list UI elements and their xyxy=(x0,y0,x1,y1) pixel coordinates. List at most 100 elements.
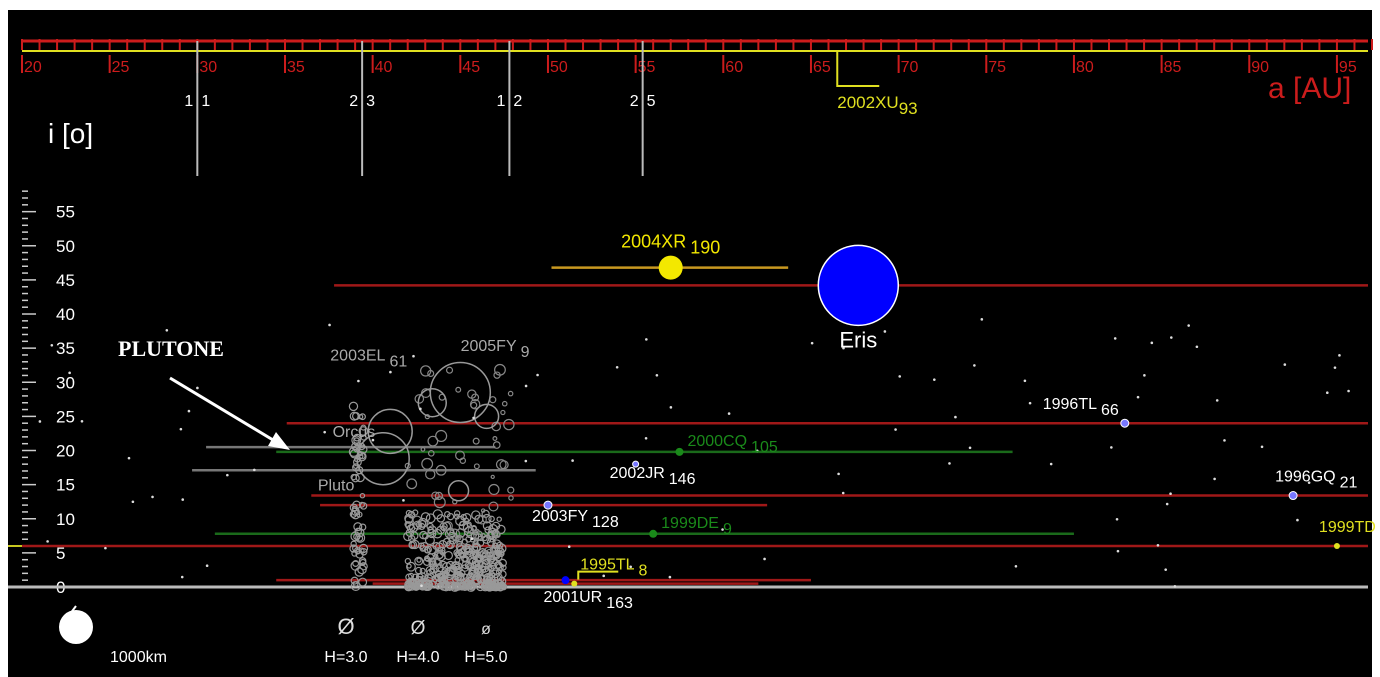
plutino-object xyxy=(350,576,359,585)
belt-object xyxy=(446,512,455,521)
distant-object xyxy=(1169,492,1172,496)
distant-object xyxy=(669,406,673,409)
distant-object xyxy=(1110,446,1113,449)
scattered-object xyxy=(507,390,514,397)
chart-background xyxy=(8,10,1372,677)
distant-object xyxy=(180,575,184,579)
distant-object xyxy=(46,540,49,543)
belt-object xyxy=(453,567,461,575)
size-legend-symbol: ø xyxy=(481,621,491,638)
distant-object xyxy=(50,343,54,347)
scattered-object xyxy=(495,459,507,470)
scale-disk-mark xyxy=(69,605,77,615)
belt-object xyxy=(466,532,473,539)
belt-object xyxy=(441,581,448,588)
distant-object xyxy=(412,354,415,358)
scattered-object xyxy=(477,514,487,525)
belt-object xyxy=(433,549,444,560)
distant-object xyxy=(629,565,632,569)
plutino-object xyxy=(358,501,365,508)
large-object xyxy=(429,361,492,424)
scattered-object xyxy=(443,520,453,531)
object-marker xyxy=(649,529,658,538)
belt-object xyxy=(471,510,481,520)
distant-object xyxy=(842,346,845,350)
distant-object xyxy=(1164,568,1167,571)
scattered-object xyxy=(507,486,515,494)
belt-object xyxy=(478,560,489,571)
plutino-object xyxy=(354,567,364,577)
size-legend-label: H=3.0 xyxy=(324,649,367,666)
belt-object xyxy=(446,566,457,576)
belt-object xyxy=(469,566,477,574)
distant-object xyxy=(68,371,71,375)
belt-object xyxy=(407,572,415,580)
distant-object xyxy=(1260,445,1264,449)
distant-object xyxy=(1113,337,1117,340)
x-tick-label: 60 xyxy=(725,59,743,76)
belt-object xyxy=(453,510,461,517)
scattered-object xyxy=(406,478,418,490)
distant-object xyxy=(205,564,209,568)
scattered-object xyxy=(435,546,442,554)
belt-object xyxy=(458,579,465,587)
distant-object xyxy=(253,468,256,472)
plutino-object xyxy=(350,509,361,520)
resonance-label-left: 2 xyxy=(630,93,639,110)
annotation-arrow xyxy=(169,376,290,450)
belt-object xyxy=(482,521,492,531)
belt-object xyxy=(457,548,467,558)
belt-object xyxy=(415,573,424,581)
x-tick-label: 75 xyxy=(988,59,1006,76)
distant-object xyxy=(948,462,951,465)
large-object xyxy=(473,403,500,430)
distant-object xyxy=(1347,389,1350,393)
scattered-object xyxy=(434,491,444,501)
distant-object xyxy=(402,499,405,502)
object-marker xyxy=(1120,418,1130,428)
distant-object xyxy=(898,375,902,378)
belt-object xyxy=(488,536,495,543)
x-tick-label: 50 xyxy=(550,59,568,76)
object-marker xyxy=(543,500,553,510)
belt-object xyxy=(423,574,434,584)
distant-object xyxy=(1136,395,1140,399)
distant-object xyxy=(973,364,976,367)
object-label-sub: 9 xyxy=(521,344,530,361)
belt-object xyxy=(484,526,492,534)
distant-object xyxy=(755,449,759,453)
belt-object xyxy=(419,567,426,574)
resonance-label-right: 2 xyxy=(513,93,522,110)
belt-object xyxy=(427,525,437,535)
plutino-object xyxy=(351,507,360,516)
distant-object xyxy=(883,330,887,333)
distant-object xyxy=(1170,336,1173,339)
plutino-object xyxy=(359,523,367,531)
distant-object xyxy=(655,373,659,377)
x-tick-label: 45 xyxy=(462,59,480,76)
distant-object xyxy=(131,500,135,504)
belt-object xyxy=(455,570,462,577)
object-marker xyxy=(675,447,684,456)
belt-object xyxy=(414,556,424,566)
distant-object xyxy=(567,545,571,549)
belt-object xyxy=(451,575,459,583)
scattered-object xyxy=(492,441,501,449)
plutino-object xyxy=(356,535,364,542)
plutino-object xyxy=(353,522,363,532)
distant-object xyxy=(837,472,840,476)
distant-object xyxy=(524,459,528,463)
plutino-object xyxy=(348,401,359,412)
belt-object xyxy=(416,557,422,563)
distant-object xyxy=(668,575,672,579)
plutino-object xyxy=(359,492,366,499)
large-object xyxy=(356,431,410,486)
distant-object xyxy=(1150,341,1154,345)
y-tick-label: 5 xyxy=(56,544,65,563)
belt-object xyxy=(436,514,446,523)
scattered-object xyxy=(490,474,495,480)
distant-object xyxy=(602,574,606,578)
scale-disk xyxy=(59,610,93,644)
scattered-object xyxy=(488,483,500,496)
belt-object xyxy=(472,545,479,552)
